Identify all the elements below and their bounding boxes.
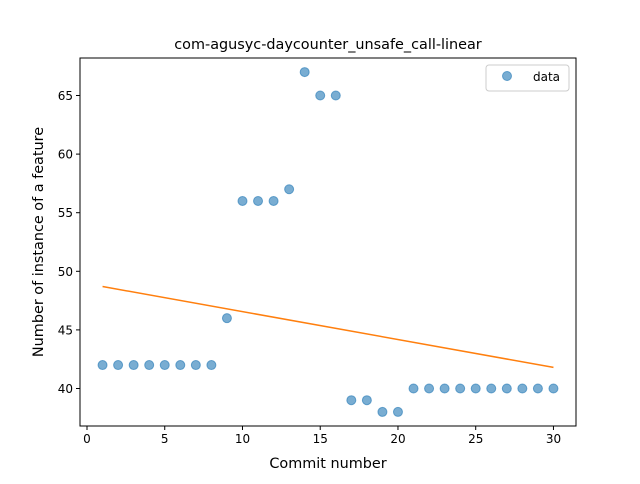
x-tick-label: 25 — [468, 432, 483, 446]
data-point — [113, 360, 124, 371]
data-point — [470, 383, 481, 394]
data-point — [190, 360, 201, 371]
y-tick-label: 65 — [58, 89, 73, 103]
data-point — [486, 383, 497, 394]
y-axis-label: Number of instance of a feature — [31, 127, 47, 357]
x-tick-label: 5 — [161, 432, 169, 446]
x-tick-label: 30 — [546, 432, 561, 446]
legend-label-data: data — [533, 70, 560, 84]
trend-line — [102, 285, 554, 369]
data-point — [206, 360, 217, 371]
legend-marker-data — [502, 71, 512, 81]
data-point — [237, 195, 248, 206]
data-point — [346, 395, 357, 406]
data-point — [548, 383, 559, 394]
data-points — [97, 67, 559, 417]
data-point — [97, 360, 108, 371]
legend: data — [485, 64, 570, 92]
x-tick-label: 0 — [83, 432, 91, 446]
data-point — [268, 195, 279, 206]
data-point — [315, 90, 326, 101]
data-point — [408, 383, 419, 394]
chart-title: com-agusyc-daycounter_unsafe_call-linear — [174, 37, 482, 53]
data-point — [299, 67, 310, 78]
data-point — [392, 406, 403, 417]
data-point — [253, 195, 264, 206]
x-axis-label: Commit number — [269, 456, 386, 472]
plot-area-frame — [79, 57, 577, 427]
data-point — [424, 383, 435, 394]
data-point — [330, 90, 341, 101]
data-point — [455, 383, 466, 394]
y-tick-label: 60 — [58, 148, 73, 162]
data-point — [517, 383, 528, 394]
x-tick-label: 15 — [313, 432, 328, 446]
y-tick-label: 40 — [58, 382, 73, 396]
y-tick-label: 45 — [58, 323, 73, 337]
x-tick-label: 10 — [235, 432, 250, 446]
data-point — [284, 184, 295, 195]
data-point — [175, 360, 186, 371]
data-point — [128, 360, 139, 371]
data-point — [361, 395, 372, 406]
trend-line-group — [102, 285, 554, 369]
data-point — [377, 406, 388, 417]
data-point — [532, 383, 543, 394]
data-point — [501, 383, 512, 394]
y-tick-label: 50 — [58, 265, 73, 279]
data-point — [159, 360, 170, 371]
x-tick-label: 20 — [390, 432, 405, 446]
data-point — [144, 360, 155, 371]
data-point — [439, 383, 450, 394]
axis-ticks: 0 5 10 15 20 25 30 40 45 50 55 60 65 — [58, 89, 561, 446]
data-point — [221, 313, 232, 324]
y-tick-label: 55 — [58, 206, 73, 220]
